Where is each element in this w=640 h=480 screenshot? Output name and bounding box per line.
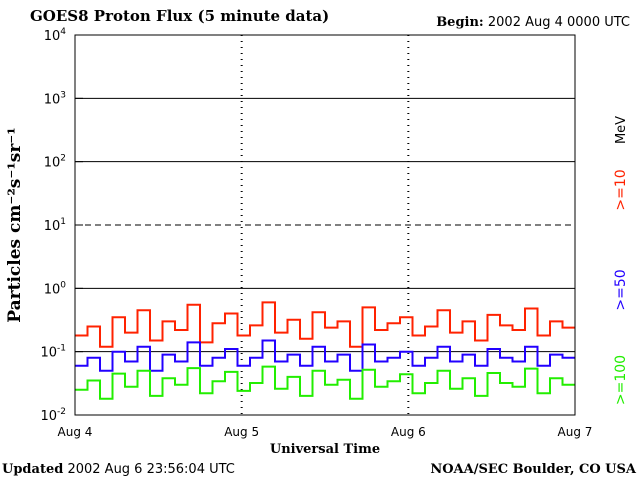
series-line <box>75 339 575 372</box>
y-axis-label: Particles cm⁻²s⁻¹sr⁻¹ <box>5 127 25 322</box>
x-tick-label: Aug 7 <box>558 425 593 439</box>
legend-entry: >=50 <box>613 269 629 310</box>
y-tick-label: 102 <box>44 154 66 171</box>
y-tick-label: 100 <box>44 280 67 297</box>
chart-title: GOES8 Proton Flux (5 minute data) <box>30 7 330 25</box>
updated-value: 2002 Aug 6 23:56:04 UTC <box>67 462 235 477</box>
begin-time: Begin: 2002 Aug 4 0000 UTC <box>436 15 630 30</box>
y-tick-label: 10-1 <box>40 344 66 361</box>
series-line <box>75 365 575 400</box>
legend-entry: >=10 <box>613 169 629 210</box>
x-axis-label: Universal Time <box>270 442 380 457</box>
updated-timestamp: Updated 2002 Aug 6 23:56:04 UTC <box>2 462 235 477</box>
y-tick-label: 103 <box>44 90 66 107</box>
data-series <box>75 301 575 400</box>
legend-entry: >=100 <box>613 355 629 405</box>
legend-unit: MeV <box>614 116 629 144</box>
y-tick-label: 104 <box>44 27 67 44</box>
y-tick-label: 101 <box>44 217 66 234</box>
x-tick-label: Aug 5 <box>224 425 259 439</box>
series-line <box>75 301 575 348</box>
begin-label: Begin: <box>436 15 484 30</box>
updated-label: Updated <box>2 462 64 477</box>
y-tick-label: 10-2 <box>40 407 66 424</box>
credit-text: NOAA/SEC Boulder, CO USA <box>430 462 636 477</box>
x-tick-label: Aug 6 <box>391 425 426 439</box>
legend: MeV >=10 >=50 >=100 <box>613 116 629 405</box>
begin-value: 2002 Aug 4 0000 UTC <box>487 15 630 30</box>
x-tick-label: Aug 4 <box>58 425 93 439</box>
